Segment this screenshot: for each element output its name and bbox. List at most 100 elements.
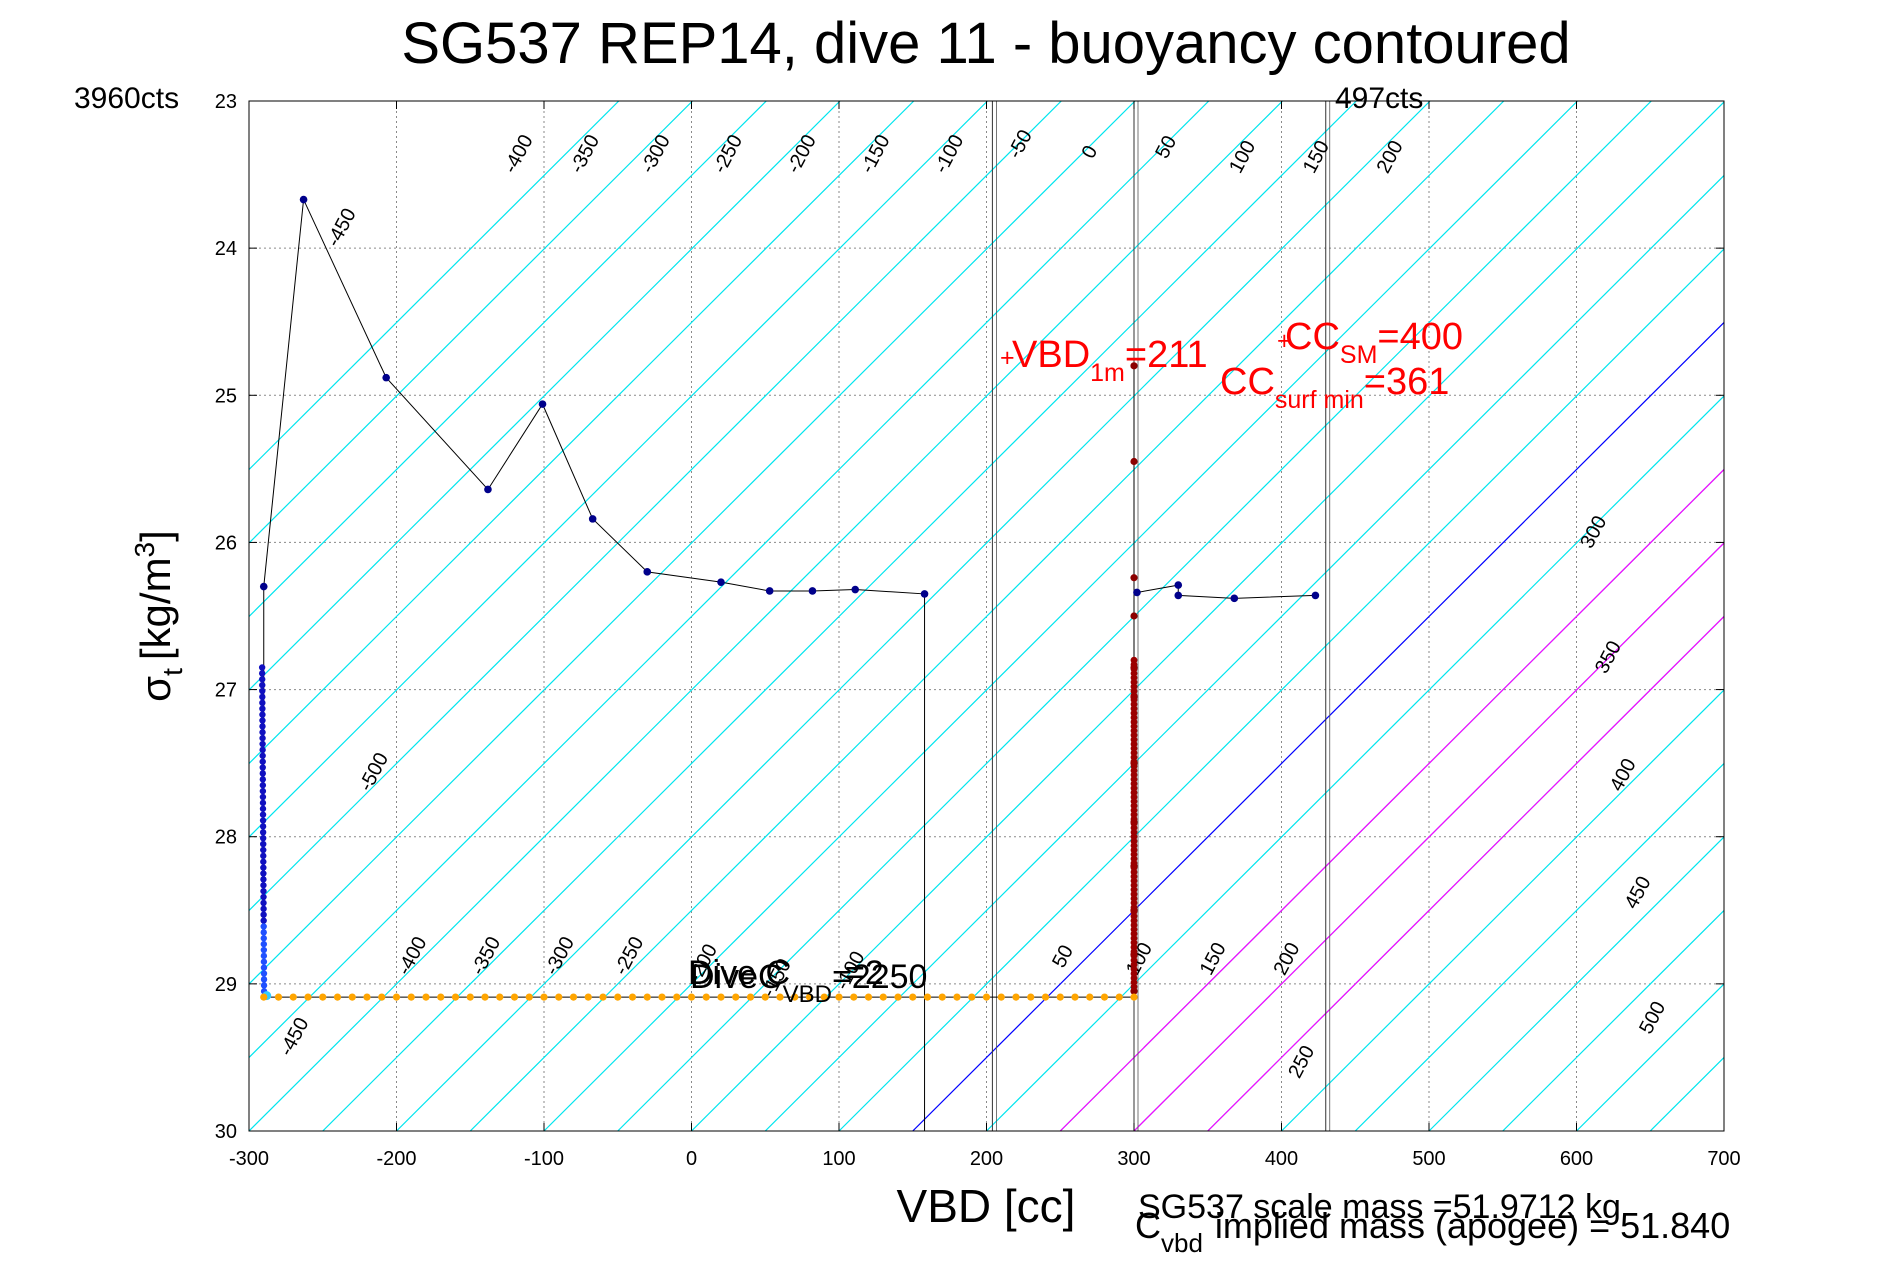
data-point: [765, 587, 774, 595]
data-point: [938, 993, 946, 1001]
data-point: [260, 864, 267, 871]
contour-label: 150: [1196, 939, 1231, 979]
data-point: [260, 882, 267, 889]
data-point: [1130, 574, 1138, 582]
contour-label: 400: [1606, 755, 1641, 795]
data-point: [1115, 993, 1123, 1001]
contour-label: 450: [1620, 873, 1655, 913]
y-axis-symbol: σ: [132, 676, 179, 702]
data-point: [1027, 993, 1035, 1001]
y-axis-symbol-sub: t: [157, 668, 188, 676]
data-point: [599, 993, 607, 1001]
dive-cvbd-sub: VBD: [783, 981, 832, 1008]
data-point: [259, 582, 268, 591]
data-point: [259, 811, 267, 818]
data-point: [850, 993, 858, 1001]
data-point: [717, 578, 725, 586]
data-point: [260, 852, 267, 860]
data-point: [260, 970, 268, 977]
y-axis-ticks: 23 24 25 26 27 28 29 30: [215, 91, 1724, 1143]
contour-label: -200: [783, 131, 821, 177]
data-point: [304, 993, 312, 1001]
data-point: [260, 982, 268, 989]
svg-text:+: +: [1277, 327, 1292, 355]
data-point: [259, 817, 267, 824]
data-point: [259, 723, 266, 730]
contour-label: 500: [1635, 998, 1670, 1038]
contour-label: 250: [1284, 1042, 1319, 1082]
data-point: [260, 876, 267, 883]
data-point: [1130, 362, 1138, 370]
contour-line-cyan: [1576, 983, 1724, 1131]
x-tick-label: 400: [1265, 1148, 1298, 1170]
contour-line-cyan: [249, 101, 915, 765]
data-point: [658, 993, 666, 1001]
y-tick-label: 30: [215, 1121, 237, 1143]
data-point: [260, 893, 267, 901]
y-axis-label: σt [kg/m3]: [129, 530, 188, 702]
data-point: [968, 993, 976, 1001]
data-point: [260, 993, 268, 1001]
data-point: [348, 993, 356, 1001]
data-point: [864, 993, 873, 1001]
contour-label: 300: [1576, 512, 1611, 552]
cc-surf-min-label: CC: [1220, 361, 1275, 403]
data-point: [1130, 993, 1138, 1001]
data-point: [260, 846, 267, 854]
x-axis-label: VBD [cc]: [897, 1180, 1076, 1232]
data-point: [260, 946, 268, 954]
y-tick-label: 28: [215, 827, 237, 849]
svg-text:CCsurf min=361: CCsurf min=361: [1220, 361, 1449, 414]
data-point: [260, 870, 267, 877]
contour-label: -400: [393, 933, 431, 979]
cc-surf-min-sub: surf min: [1275, 386, 1364, 414]
y-tick-label: 23: [215, 91, 237, 113]
data-point: [673, 993, 681, 1001]
data-point: [1174, 581, 1183, 589]
data-point: [259, 705, 266, 712]
x-axis-ticks: -300 -200 -100 0 100 200 300 400 500 600 700: [229, 101, 1741, 1170]
reference-vertical-lines: [991, 101, 1331, 1131]
data-point: [258, 670, 266, 677]
data-point: [259, 740, 266, 748]
contour-label: -400: [499, 131, 537, 177]
x-tick-label: 300: [1117, 1148, 1150, 1170]
footer-cvbd-sub: vbd: [1161, 1228, 1203, 1258]
data-point: [259, 782, 267, 789]
data-point: [808, 587, 817, 595]
data-point: [805, 993, 814, 1001]
contour-line-cyan: [1281, 689, 1724, 1131]
data-point: [259, 799, 267, 807]
contour-line-cyan: [1133, 542, 1724, 1131]
y-tick-label: 26: [215, 532, 237, 554]
data-point: [260, 958, 268, 965]
data-point: [437, 993, 445, 1001]
data-point: [260, 929, 267, 936]
data-point: [496, 993, 504, 1001]
dive-c-value: =2: [845, 954, 884, 992]
data-point: [259, 805, 267, 812]
footer-cvbd-symbol: C: [1135, 1205, 1161, 1246]
data-point: [1012, 993, 1020, 1001]
cc-surf-min-annotation: + CCsurf min=361: [1220, 327, 1449, 414]
data-point: [1130, 983, 1138, 991]
contour-line-cyan: [1649, 1056, 1724, 1131]
data-point: [260, 923, 267, 930]
contour-label: -300: [541, 933, 579, 979]
contour-label: -300: [637, 131, 675, 177]
data-point: [776, 993, 784, 1001]
data-point: [407, 993, 415, 1001]
contour-line-cyan: [986, 395, 1724, 1131]
data-point: [258, 664, 266, 671]
y-tick-label: 25: [215, 385, 237, 407]
vbd-1m-annotation: + VBD1m=211: [1000, 334, 1208, 387]
data-point: [259, 687, 266, 695]
data-point: [466, 993, 474, 1001]
x-tick-label: 700: [1707, 1148, 1740, 1170]
svg-text:VBD1m=211: VBD1m=211: [1012, 334, 1208, 387]
data-point: [1130, 612, 1138, 620]
x-tick-label: 200: [970, 1148, 1003, 1170]
data-point: [319, 993, 327, 1001]
data-point: [274, 993, 283, 1001]
